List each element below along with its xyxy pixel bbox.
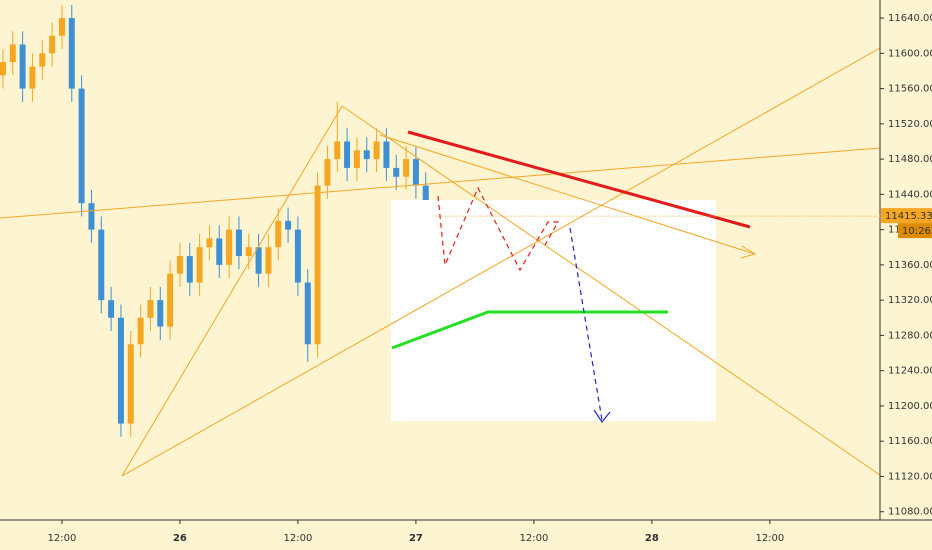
y-tick-label: 11440.00 — [888, 189, 932, 200]
candle-body — [344, 141, 351, 168]
candle-body — [0, 62, 6, 76]
candle-body — [39, 53, 46, 67]
y-tick-label: 11080.00 — [888, 507, 932, 518]
candle-body — [216, 238, 223, 265]
y-tick-label: 11360.00 — [888, 260, 932, 271]
y-tick-label: 11640.00 — [888, 13, 932, 24]
countdown-box — [898, 223, 932, 239]
candle-body — [403, 159, 410, 177]
candle-body — [157, 300, 164, 327]
candle-body — [324, 159, 331, 186]
arrow-head — [740, 245, 757, 259]
candle-body — [29, 66, 36, 89]
candle-body — [373, 141, 380, 160]
candle-body — [255, 247, 262, 274]
candle-body — [285, 220, 292, 230]
candle-body — [9, 44, 16, 63]
axes: 11080.00 11120.00 11160.00 11200.00 11240.00… — [48, 13, 932, 544]
y-tick-label: 11520.00 — [888, 119, 932, 130]
last-price-label: 11415.33 — [885, 211, 932, 222]
candle-body — [19, 44, 26, 89]
y-tick-label: 11240.00 — [888, 366, 932, 377]
candle-body — [314, 185, 321, 345]
candle-body — [383, 141, 390, 168]
x-tick-label: 27 — [409, 533, 423, 544]
red-path — [437, 186, 560, 272]
candle-body — [78, 88, 85, 204]
candle-body — [167, 273, 174, 327]
candle-body — [58, 18, 65, 36]
candle-body — [294, 229, 301, 283]
y-tick-label: 11280.00 — [888, 330, 932, 341]
trendlines — [0, 47, 881, 477]
candle-body — [226, 229, 233, 265]
candle-body — [117, 317, 124, 424]
candles — [0, 4, 439, 437]
y-tick-label: 11160.00 — [888, 436, 932, 447]
x-tick-label: 12:00 — [48, 533, 77, 544]
candle-body — [393, 167, 400, 177]
candle-body — [108, 300, 115, 318]
x-tick-label: 26 — [173, 533, 187, 544]
y-tick-label: 11480.00 — [888, 154, 932, 165]
candle-body — [235, 229, 242, 257]
candle-body — [275, 220, 282, 248]
red-line — [407, 130, 751, 229]
candle-body — [363, 150, 370, 160]
x-tick-label: 12:00 — [755, 533, 784, 544]
candle-body — [196, 247, 203, 283]
trendline — [0, 147, 881, 219]
x-tick-label: 28 — [645, 533, 659, 544]
candle-body — [186, 256, 193, 283]
candle-body — [88, 203, 95, 230]
blue-arrow-head — [593, 409, 611, 424]
x-tick-label: 12:00 — [519, 533, 548, 544]
candle-body — [412, 159, 419, 186]
candle-body — [49, 35, 56, 54]
trendline — [341, 105, 881, 476]
y-tick-label: 11560.00 — [888, 84, 932, 95]
candle-body — [304, 282, 311, 345]
last-price-box — [881, 208, 932, 224]
candle-body — [68, 18, 75, 89]
trendline — [379, 134, 756, 255]
y-tick-label: 11200.00 — [888, 401, 932, 412]
y-tick-label: 11120.00 — [888, 471, 932, 482]
trendline — [121, 47, 881, 477]
candle-body — [334, 141, 341, 160]
y-tick-label: 11600.00 — [888, 48, 932, 59]
candle-body — [265, 247, 272, 274]
candle-body — [137, 317, 144, 345]
candle-body — [245, 247, 252, 257]
trendline — [121, 105, 343, 477]
green-line — [391, 310, 668, 350]
candle-body — [353, 150, 360, 168]
x-tick-label: 12:00 — [284, 533, 313, 544]
candle-body — [176, 256, 183, 274]
candle-body — [206, 238, 213, 248]
countdown-label: 10:26 — [902, 226, 931, 237]
blue-path — [569, 227, 603, 421]
candle-body — [127, 344, 134, 424]
candle-body — [147, 300, 154, 318]
y-tick-label: 11320.00 — [888, 295, 932, 306]
candle-body — [98, 229, 105, 301]
